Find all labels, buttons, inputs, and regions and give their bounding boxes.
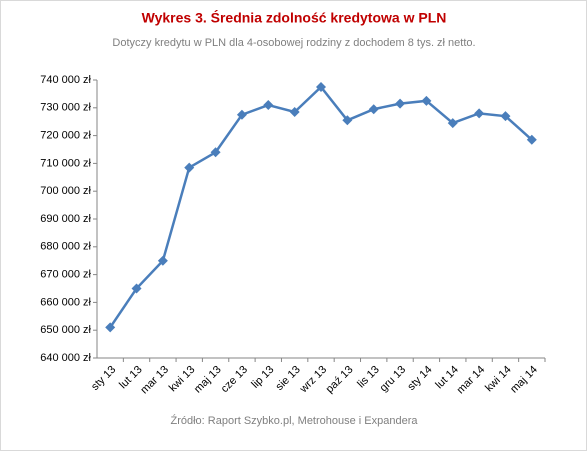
y-tick-label: 700 000 zł <box>40 185 91 197</box>
y-tick-label: 640 000 zł <box>40 352 91 364</box>
y-tick-label: 720 000 zł <box>40 130 91 142</box>
y-tick-label: 680 000 zł <box>40 241 91 253</box>
marker <box>236 109 247 120</box>
marker <box>316 81 326 92</box>
marker <box>526 134 537 145</box>
marker <box>105 322 116 333</box>
chart-source: Źródło: Raport Szybko.pl, Metrohouse i E… <box>170 414 418 427</box>
marker <box>421 95 432 106</box>
marker <box>184 162 195 173</box>
marker <box>263 100 274 111</box>
marker <box>368 104 379 115</box>
marker <box>500 111 511 122</box>
y-tick-label: 670 000 zł <box>40 269 91 281</box>
marker <box>210 147 221 158</box>
marker <box>157 255 168 266</box>
marker <box>395 98 406 109</box>
chart-title: Wykres 3. Średnia zdolność kredytowa w P… <box>142 9 447 26</box>
marker <box>289 106 300 117</box>
y-tick-label: 650 000 zł <box>40 324 91 336</box>
marker <box>342 115 353 126</box>
y-tick-label: 690 000 zł <box>40 213 91 225</box>
y-tick-label: 740 000 zł <box>40 74 91 86</box>
y-tick-label: 660 000 zł <box>40 296 91 308</box>
marker <box>474 108 485 119</box>
y-tick-label: 730 000 zł <box>40 102 91 114</box>
marker <box>447 118 458 129</box>
y-tick-label: 710 000 zł <box>40 157 91 169</box>
chart-subtitle: Dotyczy kredytu w PLN dla 4-osobowej rod… <box>112 37 475 49</box>
marker <box>131 283 142 294</box>
